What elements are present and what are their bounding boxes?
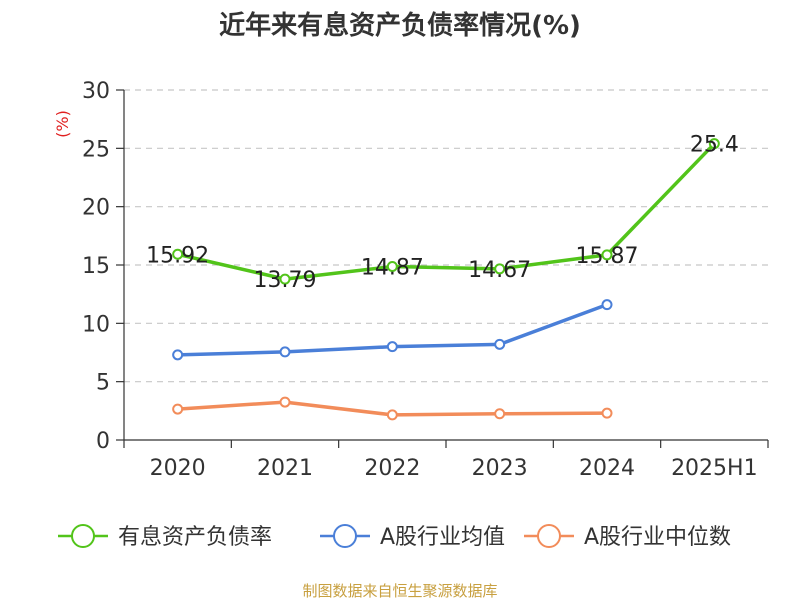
legend-label: A股行业均值 — [380, 525, 505, 550]
data-point[interactable] — [279, 346, 291, 358]
y-tick-label: 0 — [96, 429, 110, 454]
data-point[interactable] — [494, 408, 506, 420]
legend-marker — [537, 524, 561, 548]
series-1: 15.92 13.79 14.87 14.67 15.87 25.4 — [146, 133, 739, 293]
legend-item-2[interactable]: A股行业均值 — [320, 524, 505, 550]
source-note: 制图数据来自恒生聚源数据库 — [302, 582, 497, 600]
data-point[interactable] — [386, 341, 398, 353]
data-point[interactable] — [172, 248, 184, 260]
legend-item-3[interactable]: A股行业中位数 — [524, 524, 731, 550]
data-label: 15.92 — [146, 243, 209, 268]
data-label: 13.79 — [254, 268, 317, 293]
x-tick-label: 2022 — [364, 456, 420, 481]
x-tick-label: 2020 — [150, 456, 206, 481]
x-tick-label: 2025H1 — [671, 456, 758, 481]
y-tick-label: 15 — [82, 254, 110, 279]
data-point[interactable] — [494, 338, 506, 350]
y-tick-label: 5 — [96, 371, 110, 396]
data-point[interactable] — [494, 263, 506, 275]
data-point[interactable] — [172, 403, 184, 415]
data-label: 14.67 — [468, 258, 531, 283]
y-axis-label: (%) — [53, 110, 72, 138]
data-point[interactable] — [601, 407, 613, 419]
data-point[interactable] — [279, 273, 291, 285]
legend-marker — [71, 524, 95, 548]
grid-lines — [124, 89, 768, 383]
data-point[interactable] — [601, 249, 613, 261]
data-label: 14.87 — [361, 256, 424, 281]
series-line — [177, 142, 716, 281]
data-point[interactable] — [708, 138, 720, 150]
data-point[interactable] — [279, 396, 291, 408]
axes: 0 5 10 15 20 25 30 2020 2021 2022 2023 2024 2025H1 — [82, 79, 769, 481]
legend-marker — [333, 524, 357, 548]
data-point[interactable] — [172, 349, 184, 361]
data-point[interactable] — [386, 409, 398, 421]
series-2 — [172, 299, 613, 361]
legend-label: 有息资产负债率 — [118, 525, 272, 550]
legend-item-1[interactable]: 有息资产负债率 — [58, 524, 272, 550]
data-point[interactable] — [601, 299, 613, 311]
series-group: 15.92 13.79 14.87 14.67 15.87 25.4 — [146, 133, 739, 421]
y-tick-label: 30 — [82, 79, 110, 104]
data-label: 15.87 — [576, 244, 639, 269]
y-tick-label: 10 — [82, 312, 110, 337]
chart-title: 近年来有息资产负债率情况(%) — [219, 10, 581, 41]
y-tick-label: 20 — [82, 196, 110, 221]
x-tick-label: 2021 — [257, 456, 313, 481]
x-tick-label: 2024 — [579, 456, 635, 481]
y-tick-label: 25 — [82, 137, 110, 162]
data-point[interactable] — [386, 261, 398, 273]
series-3 — [172, 396, 613, 421]
legend-label: A股行业中位数 — [584, 525, 731, 550]
legend[interactable]: 有息资产负债率 A股行业均值 A股行业中位数 — [58, 524, 731, 550]
data-label: 25.4 — [690, 133, 739, 158]
x-tick-label: 2023 — [472, 456, 528, 481]
